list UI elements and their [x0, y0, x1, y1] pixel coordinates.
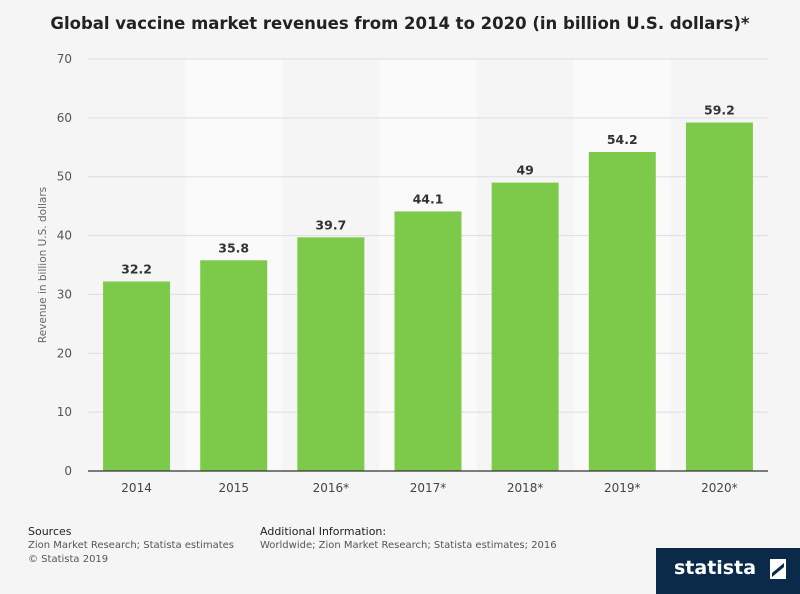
x-tick-label: 2015 — [218, 481, 249, 495]
x-axis-ticks: 2014 2015 2016* 2017* 2018* 2019* 2020* — [121, 481, 737, 495]
bar[interactable] — [491, 182, 559, 471]
y-tick-label: 40 — [57, 229, 72, 243]
bars — [103, 122, 753, 472]
additional-info-heading: Additional Information: — [260, 525, 387, 538]
bar-value-label: 32.2 — [121, 261, 152, 276]
additional-info-text: Worldwide; Zion Market Research; Statist… — [260, 540, 557, 551]
y-tick-label: 0 — [64, 464, 72, 478]
chart-title: Global vaccine market revenues from 2014… — [50, 14, 750, 33]
y-tick-label: 60 — [57, 111, 72, 125]
x-tick-label: 2017* — [410, 481, 447, 495]
x-tick-label: 2016* — [313, 481, 350, 495]
x-tick-label: 2020* — [701, 481, 738, 495]
x-tick-label: 2014 — [121, 481, 152, 495]
sources-text: Zion Market Research; Statista estimates — [28, 540, 234, 551]
bar-value-label: 54.2 — [607, 132, 638, 147]
y-tick-label: 30 — [57, 287, 72, 301]
additional-info-block: Additional Information: Worldwide; Zion … — [260, 525, 557, 553]
copyright-text: © Statista 2019 — [28, 554, 109, 565]
statista-logo-text: statista — [674, 557, 757, 579]
bar-value-label: 39.7 — [315, 217, 346, 232]
statista-logo[interactable]: statista — [656, 548, 800, 594]
y-tick-label: 70 — [57, 52, 72, 66]
bar-value-label: 35.8 — [218, 240, 249, 255]
bar-chart: 0 10 20 30 40 50 60 70 32.2 35.8 39.7 44.1 49 54.2 59… — [37, 52, 768, 495]
sources-block: Sources Zion Market Research; Statista e… — [28, 525, 234, 567]
y-tick-label: 10 — [57, 405, 72, 419]
bar[interactable] — [200, 260, 268, 471]
x-tick-label: 2019* — [604, 481, 641, 495]
bar[interactable] — [588, 151, 656, 471]
bar[interactable] — [685, 122, 753, 472]
value-labels: 32.2 35.8 39.7 44.1 49 54.2 59.2 — [121, 103, 735, 277]
x-tick-label: 2018* — [507, 481, 544, 495]
bar-value-label: 49 — [516, 163, 533, 178]
bar-value-label: 44.1 — [413, 191, 444, 206]
bar-value-label: 59.2 — [704, 103, 735, 118]
y-axis-ticks: 0 10 20 30 40 50 60 70 — [57, 52, 72, 478]
bar[interactable] — [297, 237, 365, 471]
y-tick-label: 50 — [57, 170, 72, 184]
bar[interactable] — [394, 211, 462, 471]
y-tick-label: 20 — [57, 346, 72, 360]
y-axis-label: Revenue in billion U.S. dollars — [37, 187, 49, 343]
sources-heading: Sources — [28, 525, 72, 538]
bar[interactable] — [103, 281, 171, 471]
statista-logo-mark-icon — [770, 559, 786, 579]
